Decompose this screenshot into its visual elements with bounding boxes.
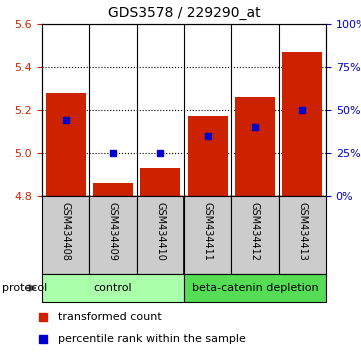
Text: control: control — [94, 283, 132, 293]
Bar — [89, 196, 137, 274]
Bar — [231, 196, 279, 274]
Bar — [42, 274, 184, 302]
Bar — [45, 93, 86, 196]
Text: GSM434412: GSM434412 — [250, 202, 260, 261]
Bar — [93, 183, 133, 196]
Text: protocol: protocol — [2, 283, 47, 293]
Title: GDS3578 / 229290_at: GDS3578 / 229290_at — [108, 6, 260, 20]
Text: beta-catenin depletion: beta-catenin depletion — [192, 283, 318, 293]
Bar — [184, 196, 231, 274]
Bar — [184, 274, 326, 302]
Bar — [137, 196, 184, 274]
Bar — [42, 196, 89, 274]
Text: GSM434411: GSM434411 — [203, 202, 213, 261]
Text: percentile rank within the sample: percentile rank within the sample — [58, 335, 245, 344]
Bar — [140, 168, 180, 196]
Text: GSM434408: GSM434408 — [61, 202, 71, 261]
Text: GSM434410: GSM434410 — [155, 202, 165, 261]
Text: GSM434413: GSM434413 — [297, 202, 307, 261]
Bar — [188, 116, 228, 196]
Bar — [235, 97, 275, 196]
Text: transformed count: transformed count — [58, 312, 161, 321]
Bar — [279, 196, 326, 274]
Bar — [282, 52, 322, 196]
Text: GSM434409: GSM434409 — [108, 202, 118, 261]
